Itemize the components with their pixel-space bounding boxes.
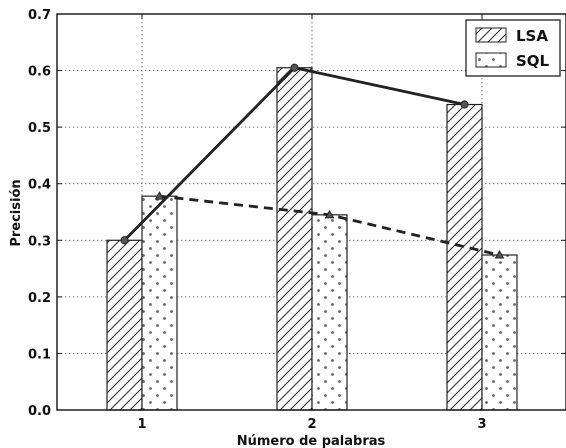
- y-tick-label: 0.5: [28, 121, 51, 136]
- x-tick-label: 2: [307, 417, 316, 432]
- y-tick-label: 0.2: [28, 291, 51, 306]
- legend: LSA SQL: [465, 19, 561, 77]
- bar-lsa-1: [106, 239, 143, 411]
- y-tick-label: 0.4: [28, 178, 51, 193]
- bar-sql-3: [481, 254, 518, 411]
- y-axis-label: Precisión: [9, 179, 24, 246]
- y-tick-label: 0.0: [28, 404, 51, 419]
- point-sql-1: [154, 191, 165, 200]
- x-tick-label: 3: [477, 417, 486, 432]
- point-sql-2: [324, 209, 335, 219]
- bars: [106, 67, 518, 411]
- bar-sql-2: [311, 214, 348, 411]
- point-lsa-2: [290, 63, 299, 72]
- point-sql-3: [494, 249, 505, 259]
- y-tick-label: 0.6: [28, 65, 51, 80]
- x-tick-label: 1: [137, 417, 146, 432]
- y-tick-label: 0.7: [28, 8, 51, 23]
- y-tick-label: 0.3: [28, 234, 51, 249]
- bar-lsa-3: [446, 103, 483, 411]
- x-axis-label: Número de palabras: [237, 434, 386, 448]
- series-lines: [120, 63, 505, 259]
- legend-label-lsa: LSA: [516, 27, 548, 45]
- y-tick-label: 0.1: [28, 347, 51, 362]
- axes: 0.0 0.1 0.2 0.3 0.4 0.5 0.6 0.7 1 2 3: [28, 8, 566, 432]
- bar-sql-1: [141, 195, 178, 411]
- plot-frame: [56, 13, 566, 411]
- bar-lsa-2: [276, 67, 313, 411]
- legend-swatch-sql: [475, 52, 507, 68]
- legend-label-sql: SQL: [516, 52, 550, 70]
- point-lsa-1: [120, 236, 129, 245]
- legend-swatch-lsa: [475, 27, 507, 43]
- point-lsa-3: [460, 100, 469, 109]
